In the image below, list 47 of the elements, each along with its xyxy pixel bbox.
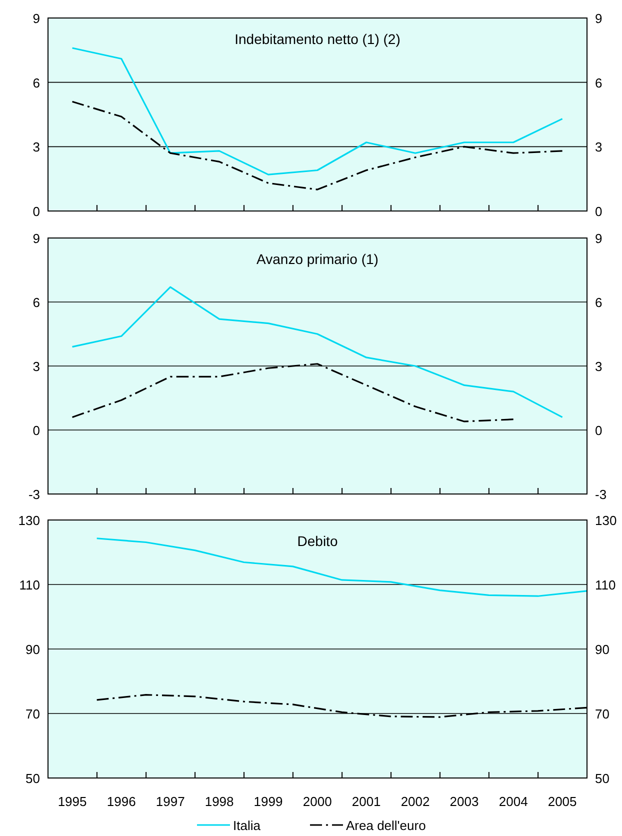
x-tick-label: 1995 [58,794,87,809]
text: Indebitamento netto (1) (2) [234,31,400,47]
y-tick-label: 70 [26,706,40,722]
x-tick-label: 1999 [254,794,283,809]
x-tick-label: 2001 [352,794,381,809]
y2-tick-label: 130 [595,513,617,528]
y-tick-label: 3 [32,140,40,155]
y2-tick-label: 110 [595,578,616,592]
y2-tick-label: 6 [595,75,602,90]
y2-tick-label: 0 [595,204,602,219]
line-series [96,538,588,597]
y-tick-label: 90 [26,642,40,657]
y2-tick-label: 70 [595,706,610,722]
y-tick-label: 3 [32,359,40,374]
x-tick-label: 1997 [156,794,185,809]
x-tick-label: 2004 [498,794,528,809]
y-tick-label: 9 [32,11,40,26]
y-tick-label: 9 [32,231,40,246]
legend-label: Italia [233,818,262,833]
x-tick-label: 2002 [400,794,430,809]
y2-tick-label: -3 [595,487,607,502]
y2-tick-label: 3 [595,140,602,155]
y2-tick-label: 9 [595,11,602,26]
y2-tick-label: 3 [595,359,602,374]
x-tick-label: 2005 [548,794,577,809]
y-tick-label: 6 [32,295,40,310]
y2-tick-label: 50 [595,771,610,786]
line-series [71,47,564,176]
y2-tick-label: 90 [595,642,610,657]
x-tick-label: 2000 [302,794,332,809]
y-tick-label: 0 [32,204,40,219]
y-tick-label: 130 [18,513,40,528]
text: Debito [297,533,338,549]
y2-tick-label: 6 [595,295,602,310]
y-tick-label: 110 [19,578,40,592]
y-tick-label: -3 [28,487,40,502]
text: Avanzo primario (1) [256,251,378,267]
x-tick-label: 1998 [204,794,234,809]
y2-tick-label: 0 [595,423,602,438]
y-tick-label: 0 [32,423,40,438]
x-tick-label: 1996 [106,794,136,809]
y-tick-label: 50 [26,771,40,786]
legend-label: Area dell'euro [346,818,426,833]
line-series [71,286,564,418]
x-tick-label: 2003 [450,794,479,809]
y-tick-label: 6 [32,75,40,90]
y2-tick-label: 9 [595,231,602,246]
